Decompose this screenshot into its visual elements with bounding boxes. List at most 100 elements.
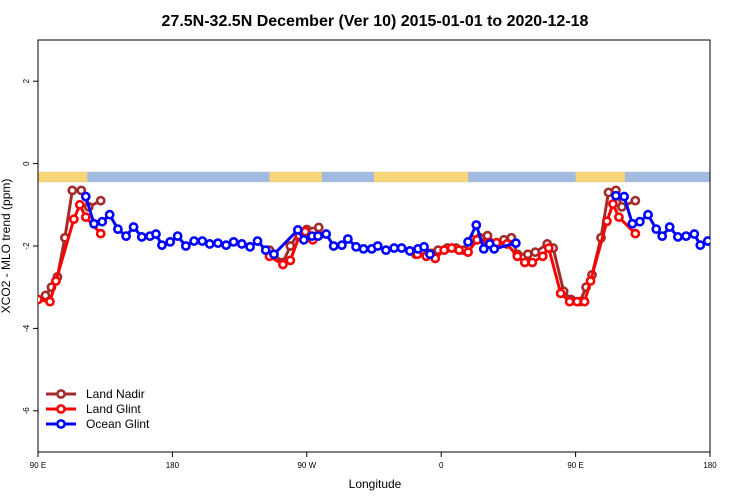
- data-point: [165, 236, 176, 247]
- data-point: [278, 259, 288, 270]
- data-point: [555, 288, 566, 299]
- data-point: [292, 225, 303, 235]
- x-tick-label: 180: [703, 461, 717, 470]
- data-point: [342, 234, 353, 244]
- data-point: [579, 296, 590, 307]
- data-point: [489, 243, 500, 254]
- data-point: [522, 249, 533, 260]
- legend-marker: [56, 419, 66, 429]
- x-axis-label: Longitude: [349, 477, 402, 491]
- data-point: [269, 249, 279, 260]
- data-point: [543, 243, 554, 253]
- data-point: [151, 229, 161, 239]
- data-point: [285, 241, 296, 251]
- x-tick-label: 0: [439, 461, 444, 470]
- data-point: [602, 216, 612, 227]
- data-point: [80, 191, 91, 202]
- data-point: [630, 195, 641, 206]
- data-point: [471, 220, 482, 230]
- data-point: [260, 245, 271, 256]
- data-point: [510, 238, 521, 249]
- data-point: [80, 212, 91, 223]
- data-point: [358, 243, 369, 254]
- data-point: [657, 231, 668, 242]
- data-point: [51, 276, 61, 286]
- legend-marker: [56, 389, 66, 399]
- data-point: [702, 236, 710, 246]
- data-point: [634, 216, 645, 227]
- land-strip: [575, 171, 625, 183]
- x-tick-label: 180: [166, 461, 180, 470]
- data-point: [136, 232, 147, 242]
- y-tick-label: -6: [22, 407, 31, 415]
- legend-label: Land Glint: [86, 402, 141, 416]
- data-point: [128, 222, 139, 232]
- y-tick-label: -4: [22, 324, 31, 332]
- data-point: [664, 222, 675, 232]
- data-point: [439, 245, 450, 256]
- land-strip: [38, 171, 88, 183]
- data-point: [321, 229, 332, 239]
- data-point: [530, 247, 541, 258]
- data-point: [627, 218, 638, 229]
- data-point: [603, 187, 614, 198]
- data-point: [157, 240, 167, 251]
- data-point: [689, 229, 700, 239]
- data-point: [213, 238, 223, 249]
- data-point: [189, 236, 199, 246]
- data-point: [180, 241, 191, 251]
- data-point: [245, 241, 255, 252]
- data-point: [95, 195, 106, 206]
- data-point: [643, 209, 653, 220]
- data-point: [672, 232, 683, 242]
- data-point: [512, 251, 523, 262]
- x-tick-label: 90 E: [567, 461, 583, 470]
- data-point: [564, 296, 575, 307]
- data-point: [172, 231, 183, 242]
- data-point: [252, 236, 263, 246]
- data-point: [454, 245, 465, 256]
- data-point: [121, 231, 132, 242]
- data-point: [389, 243, 400, 253]
- data-point: [336, 240, 347, 251]
- data-point: [614, 212, 624, 223]
- data-point: [537, 251, 548, 262]
- data-point: [104, 209, 115, 220]
- data-point: [572, 296, 582, 307]
- data-point: [89, 218, 99, 229]
- data-point: [313, 231, 323, 242]
- data-point: [298, 234, 309, 245]
- land-strip: [269, 171, 322, 183]
- data-point: [97, 216, 108, 227]
- y-axis-label: XCO2 - MLO trend (ppm): [0, 179, 13, 314]
- data-point: [351, 241, 361, 252]
- data-point: [95, 228, 106, 239]
- data-point: [425, 249, 435, 260]
- data-point: [446, 243, 457, 253]
- data-point: [372, 241, 383, 251]
- legend-label: Ocean Glint: [86, 417, 150, 431]
- data-point: [204, 239, 215, 249]
- data-point: [74, 199, 85, 210]
- data-point: [585, 276, 596, 286]
- y-tick-label: -2: [22, 242, 31, 250]
- data-point: [197, 236, 208, 246]
- data-point: [313, 222, 324, 233]
- data-point: [695, 240, 706, 251]
- legend-marker: [56, 404, 66, 414]
- data-point: [463, 236, 473, 247]
- data-point: [611, 190, 621, 201]
- data-point: [285, 255, 296, 266]
- land-strip: [374, 171, 469, 183]
- data-point: [221, 240, 232, 251]
- data-point: [328, 241, 339, 251]
- legend-label: Land Nadir: [86, 387, 145, 401]
- data-point: [616, 201, 627, 212]
- data-point: [228, 236, 239, 247]
- data-point: [67, 185, 78, 196]
- data-point: [40, 290, 51, 301]
- data-point: [381, 245, 391, 256]
- data-point: [681, 231, 692, 242]
- data-point: [76, 185, 87, 196]
